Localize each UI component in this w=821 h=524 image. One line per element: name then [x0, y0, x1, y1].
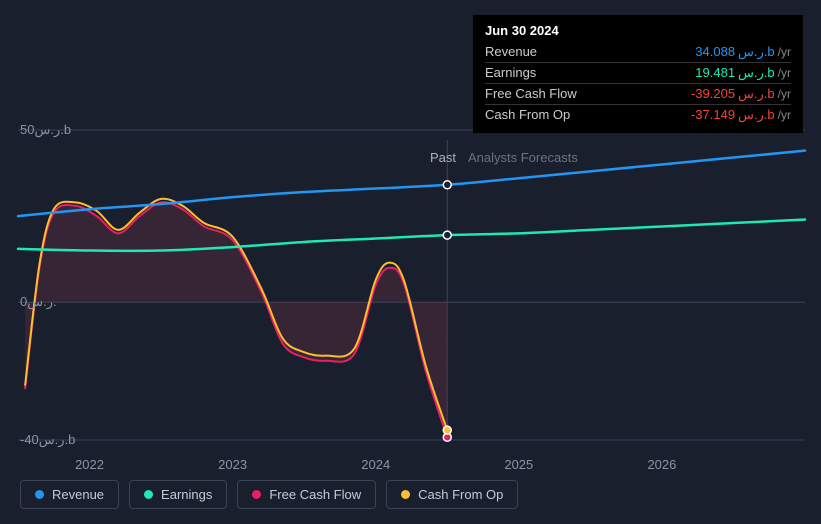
x-axis-tick-label: 2023	[218, 457, 247, 472]
legend-dot-revenue	[35, 490, 44, 499]
legend-item-fcf[interactable]: Free Cash Flow	[237, 480, 376, 509]
tooltip-row: Earnings 19.481ر.س.b/yr	[485, 63, 791, 84]
tooltip-metric-label: Revenue	[485, 44, 537, 60]
legend-item-cfo[interactable]: Cash From Op	[386, 480, 518, 509]
legend-item-earnings[interactable]: Earnings	[129, 480, 227, 509]
x-axis-tick-label: 2022	[75, 457, 104, 472]
y-axis-tick-label: 50ر.س.b	[20, 122, 71, 138]
tooltip-row: Revenue 34.088ر.س.b/yr	[485, 42, 791, 63]
earnings-revenue-chart: Jun 30 2024 Revenue 34.088ر.س.b/yr Earning…	[0, 0, 821, 524]
past-label: Past	[430, 150, 456, 165]
legend-dot-cfo	[401, 490, 410, 499]
tooltip-date: Jun 30 2024	[485, 23, 791, 38]
tooltip-metric-value: -37.149ر.س.b/yr	[691, 107, 791, 123]
tooltip-metric-value: 34.088ر.س.b/yr	[695, 44, 791, 60]
tooltip-row: Free Cash Flow -39.205ر.س.b/yr	[485, 84, 791, 105]
y-axis-tick-label: 0ر.س.	[20, 294, 57, 310]
x-axis-tick-label: 2024	[361, 457, 390, 472]
chart-legend: Revenue Earnings Free Cash Flow Cash Fro…	[20, 480, 518, 509]
tooltip-metric-value: 19.481ر.س.b/yr	[695, 65, 791, 81]
legend-label: Cash From Op	[418, 487, 503, 502]
tooltip-metric-label: Earnings	[485, 65, 536, 81]
legend-item-revenue[interactable]: Revenue	[20, 480, 119, 509]
x-axis-tick-label: 2025	[504, 457, 533, 472]
tooltip-metric-value: -39.205ر.س.b/yr	[691, 86, 791, 102]
legend-label: Earnings	[161, 487, 212, 502]
tooltip-row: Cash From Op -37.149ر.س.b/yr	[485, 105, 791, 125]
tooltip-metric-label: Free Cash Flow	[485, 86, 577, 102]
forecast-label: Analysts Forecasts	[468, 150, 578, 165]
y-axis-tick-label: -40ر.س.b	[20, 432, 75, 448]
x-axis-tick-label: 2026	[647, 457, 676, 472]
legend-dot-fcf	[252, 490, 261, 499]
legend-dot-earnings	[144, 490, 153, 499]
legend-label: Free Cash Flow	[269, 487, 361, 502]
tooltip-metric-label: Cash From Op	[485, 107, 570, 123]
chart-tooltip: Jun 30 2024 Revenue 34.088ر.س.b/yr Earning…	[473, 15, 803, 133]
legend-label: Revenue	[52, 487, 104, 502]
